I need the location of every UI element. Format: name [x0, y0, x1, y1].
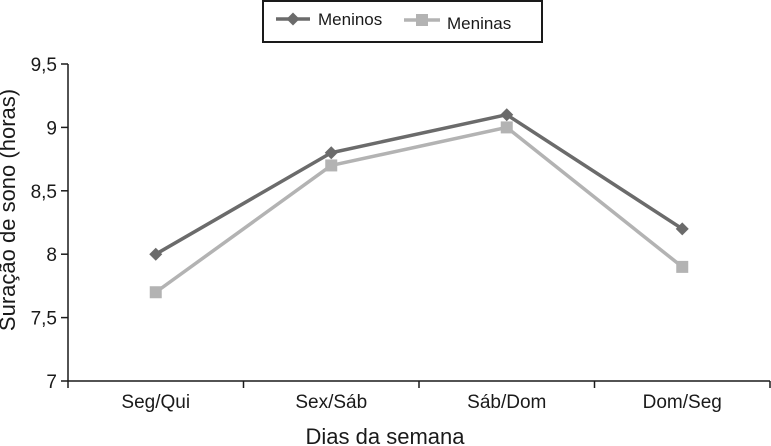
data-point-meninas: [676, 260, 689, 273]
x-tick-label: Sáb/Dom: [467, 392, 546, 413]
x-tick-label: Seg/Qui: [121, 392, 190, 413]
y-tick-label: 7: [46, 372, 57, 393]
legend-items: Meninos Meninas: [276, 10, 511, 33]
legend-marker-meninas: [416, 14, 428, 26]
series-layer: [149, 108, 689, 299]
legend-label-meninas: Meninas: [447, 14, 511, 33]
y-tick-label: 9,5: [31, 55, 57, 76]
x-tick-label: Sex/Sáb: [295, 392, 367, 413]
y-tick-label: 7,5: [31, 309, 57, 330]
data-point-meninas: [149, 286, 162, 299]
data-point-meninos: [324, 146, 338, 160]
data-point-meninas: [325, 159, 338, 172]
data-point-meninas: [500, 121, 513, 134]
series-line-meninos: [154, 112, 684, 256]
data-point-meninos: [500, 108, 514, 122]
y-tick-label: 9: [46, 118, 57, 139]
x-axis-title: Dias da semana: [306, 424, 466, 446]
series-line-meninas: [154, 125, 684, 294]
legend: Meninos Meninas: [262, 0, 543, 43]
legend-box: [262, 0, 543, 43]
x-axis-ticks: Seg/Qui Sex/Sáb Sáb/Dom Dom/Seg: [67, 381, 771, 413]
y-tick-label: 8: [46, 245, 57, 266]
y-axis-ticks: 7 7,5 8 8,5 9 9,5: [31, 55, 68, 393]
legend-marker-meninos: [286, 12, 300, 26]
x-tick-label: Dom/Seg: [643, 392, 722, 413]
y-axis-title: Suração de sono (horas): [0, 89, 20, 331]
y-tick-label: 8,5: [31, 182, 57, 203]
data-point-meninos: [675, 222, 689, 236]
data-point-meninos: [149, 247, 163, 261]
legend-label-meninos: Meninos: [318, 10, 382, 29]
chart-axes: [67, 64, 770, 382]
